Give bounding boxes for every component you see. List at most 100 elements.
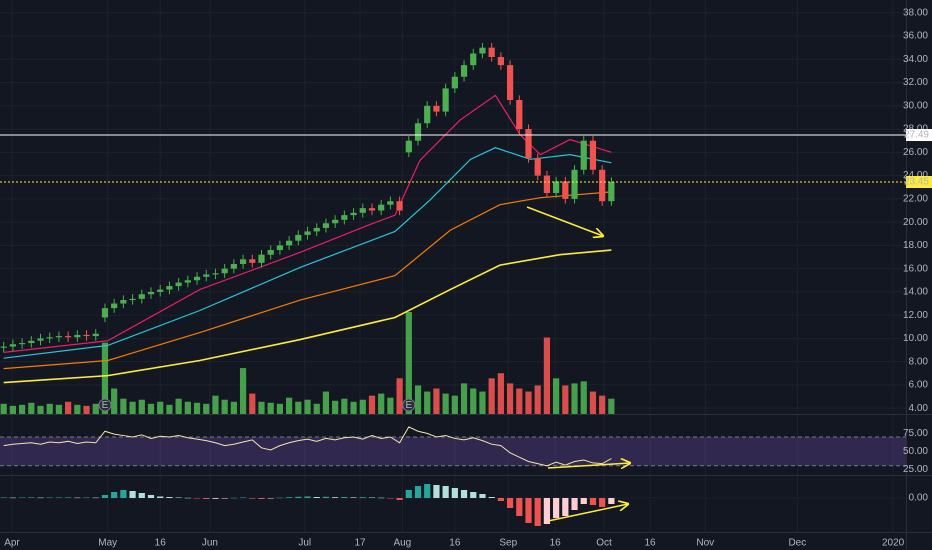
x-tick-label: Nov (696, 538, 714, 549)
moving-average (3, 147, 612, 359)
x-tick-label: Jun (202, 538, 218, 549)
macd-bar (166, 497, 173, 498)
volume-bar (304, 399, 311, 414)
macd-bar (608, 498, 615, 504)
candle-body (460, 65, 468, 77)
candle-body (166, 286, 173, 290)
axis-labels: Apr May 16 Jun Jul 17 Aug 16 Sep 16 Oct 16 Nov Dec 202… (4, 7, 932, 549)
volume-bar (525, 391, 532, 414)
volume-bar (405, 312, 412, 414)
candle-body (405, 140, 412, 153)
x-tick-label: 16 (449, 538, 461, 549)
candle-body (138, 294, 145, 299)
volume-bar (147, 403, 155, 414)
macd-bar (267, 498, 274, 499)
y-tick-label: 8.00 (909, 356, 929, 367)
volume-bar (332, 400, 339, 414)
candle-body (543, 175, 551, 194)
macd-bar (470, 492, 477, 498)
volume-bar (460, 383, 468, 414)
macd-bar (74, 497, 81, 499)
x-tick-label: 16 (550, 538, 562, 549)
x-tick-label: 16 (155, 538, 167, 549)
x-tick-label: May (98, 538, 117, 549)
macd-bar (295, 496, 302, 498)
x-tick-label: 16 (644, 538, 656, 549)
volume-bar (111, 388, 118, 414)
candle-body (488, 47, 495, 57)
macd-bar (28, 497, 35, 498)
earnings-label: E (405, 400, 412, 411)
x-tick-label: 17 (354, 538, 366, 549)
macd-bar (589, 498, 597, 505)
candle-body (470, 53, 477, 66)
x-tick-label: Aug (393, 538, 411, 549)
macd-bar (55, 497, 63, 498)
candle-body (230, 263, 237, 269)
macd-bar (147, 495, 155, 498)
macd-bar (92, 497, 99, 499)
volume-bar (580, 381, 587, 414)
volume-bar (258, 401, 265, 414)
volume-bar (433, 388, 440, 414)
candle-body (276, 245, 284, 251)
candle-body (525, 129, 532, 159)
volume-bar (175, 398, 182, 414)
volume-bar (157, 401, 164, 414)
volume-bar (166, 404, 173, 414)
candle-body (442, 88, 449, 112)
macd-bar (451, 488, 458, 498)
y-tick-label: 22.00 (903, 194, 928, 205)
macd-bar (221, 498, 228, 499)
candle-body (350, 212, 357, 216)
macd-bar (120, 490, 127, 498)
candle-body (175, 282, 182, 287)
y-tick-label: 18.00 (903, 240, 928, 251)
x-tick-label: Dec (788, 538, 806, 549)
candle-body (359, 208, 366, 213)
candle-body (580, 140, 587, 170)
macd-bar (304, 496, 311, 498)
volume-bar (184, 401, 191, 414)
macd-bar (553, 498, 560, 518)
macd-bar (460, 490, 468, 498)
candle-body (497, 56, 504, 66)
candle-body (562, 181, 569, 199)
macd-bar (580, 498, 587, 504)
volume-bar (18, 404, 26, 414)
candle-body (221, 268, 228, 274)
macd-bar (230, 497, 237, 499)
candle-body (239, 259, 247, 264)
price-label-box (906, 175, 932, 188)
candle-body (83, 334, 90, 337)
candle-body (286, 240, 293, 246)
volume-bar (359, 399, 366, 414)
volume-bar (378, 393, 385, 414)
moving-average (3, 191, 612, 370)
candle-body (424, 105, 431, 124)
candle-body (378, 204, 385, 211)
y-tick-label: 26.00 (903, 147, 928, 158)
macd-bar (258, 498, 265, 499)
volume-bar (497, 373, 504, 414)
volume-bar (129, 401, 136, 414)
volume-bar (203, 403, 210, 414)
macd-bar (212, 498, 219, 499)
candle-body (0, 346, 7, 348)
candle-body (387, 201, 394, 205)
macd-bar (37, 497, 44, 499)
volume-bar (322, 391, 330, 414)
y-tick-label: 38.00 (903, 7, 928, 18)
macd-bar (534, 498, 541, 526)
macd-bar (525, 498, 532, 523)
annotation-arrow (547, 504, 628, 522)
volume-bar (553, 378, 560, 414)
y-tick-label: 20.00 (903, 217, 928, 228)
macd-bar (46, 497, 53, 498)
price-label-box (906, 129, 932, 142)
volume-bar (313, 403, 320, 414)
candle-body (313, 227, 320, 232)
macd-bar (322, 496, 330, 498)
volume-bar (488, 378, 495, 414)
macd-bar (424, 484, 431, 498)
